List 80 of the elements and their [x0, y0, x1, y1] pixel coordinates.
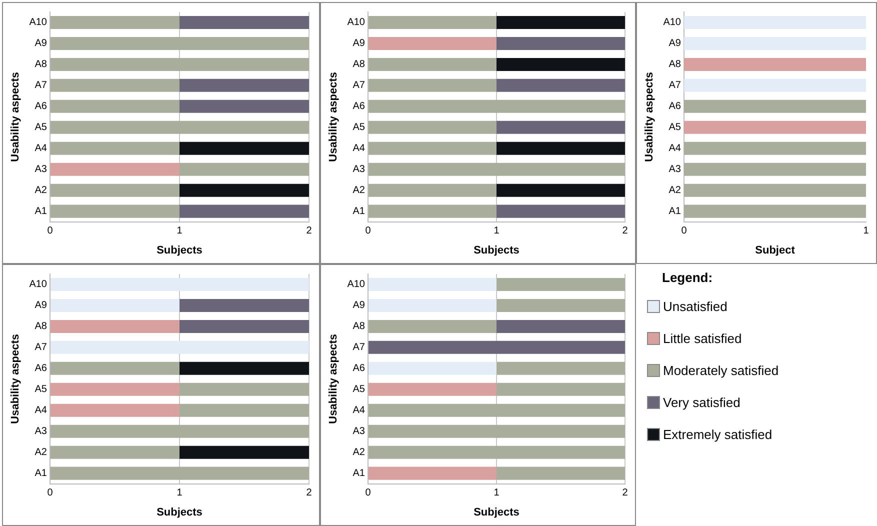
y-tick-label: A10 [29, 279, 48, 290]
y-tick-label: A1 [34, 468, 48, 480]
y-tick-label: A7 [352, 80, 366, 92]
x-tick-label: 0 [681, 226, 688, 237]
x-tick-label: 1 [494, 488, 500, 499]
x-axis-title: Subjects [156, 506, 202, 518]
y-tick-label: A2 [34, 185, 48, 196]
y-tick-label: A8 [34, 59, 48, 70]
y-tick-label: A4 [352, 143, 366, 154]
legend-label: Unsatisfied [663, 299, 728, 314]
y-tick-label: A9 [352, 300, 366, 312]
y-tick-label: A6 [34, 101, 48, 112]
y-tick-label: A8 [352, 59, 366, 70]
y-axis-title: Usability aspects [328, 72, 340, 162]
y-tick-label: A1 [352, 468, 366, 480]
y-tick-label: A7 [34, 342, 48, 354]
y-tick-label: A4 [668, 143, 682, 154]
y-tick-label: A3 [352, 426, 366, 438]
y-axis-title: Usability aspects [644, 72, 656, 162]
y-tick-label: A10 [347, 17, 366, 28]
x-tick-label: 1 [176, 488, 183, 499]
y-tick-label: A6 [352, 101, 366, 112]
y-tick-label: A2 [668, 185, 682, 196]
y-tick-label: A1 [352, 206, 366, 218]
x-tick-label: 0 [47, 488, 54, 499]
y-tick-label: A1 [668, 206, 682, 218]
y-tick-label: A4 [352, 405, 366, 416]
y-tick-label: A6 [352, 363, 366, 374]
x-tick-label: 0 [47, 226, 54, 237]
y-tick-label: A6 [668, 101, 682, 112]
y-axis-title: Usability aspects [328, 334, 340, 424]
legend-label: Moderately satisfied [663, 363, 779, 378]
y-tick-label: A3 [668, 164, 682, 176]
y-tick-label: A10 [663, 17, 682, 28]
legend-title: Legend: [662, 270, 714, 285]
y-tick-label: A10 [347, 279, 366, 290]
y-tick-label: A1 [34, 206, 48, 218]
y-tick-label: A5 [352, 384, 366, 396]
x-tick-label: 1 [494, 226, 500, 237]
y-tick-label: A10 [29, 17, 48, 28]
y-axis-title: Usability aspects [10, 72, 22, 162]
y-tick-label: A3 [34, 164, 48, 176]
x-tick-label: 1 [176, 226, 183, 237]
y-tick-label: A6 [34, 363, 48, 374]
y-tick-label: A8 [34, 321, 48, 332]
y-tick-label: A4 [34, 143, 48, 154]
x-tick-label: 2 [622, 226, 628, 237]
y-tick-label: A7 [34, 80, 48, 92]
y-tick-label: A5 [352, 122, 366, 134]
x-axis-title: Subject [755, 244, 796, 256]
x-axis-title: Subjects [156, 244, 202, 256]
legend-label: Little satisfied [663, 331, 742, 346]
y-tick-label: A5 [668, 122, 682, 134]
x-tick-label: 0 [365, 488, 372, 499]
x-axis-title: Subjects [474, 244, 520, 256]
x-tick-label: 0 [365, 226, 372, 237]
y-tick-label: A2 [34, 447, 48, 458]
x-tick-label: 2 [622, 488, 628, 499]
y-tick-label: A9 [34, 300, 48, 312]
y-tick-label: A2 [352, 447, 366, 458]
y-tick-label: A9 [668, 38, 682, 50]
y-tick-label: A9 [34, 38, 48, 50]
y-tick-label: A8 [352, 321, 366, 332]
y-axis-title: Usability aspects [10, 334, 22, 424]
legend-label: Extremely satisfied [663, 427, 772, 442]
x-tick-label: 1 [863, 226, 870, 237]
y-tick-label: A7 [352, 342, 366, 354]
legend-label: Very satisfied [663, 395, 740, 410]
y-tick-label: A3 [34, 426, 48, 438]
y-tick-label: A3 [352, 164, 366, 176]
x-tick-label: 2 [306, 488, 312, 499]
y-tick-label: A2 [352, 185, 366, 196]
y-tick-label: A9 [352, 38, 366, 50]
y-tick-label: A4 [34, 405, 48, 416]
x-axis-title: Subjects [474, 506, 520, 518]
y-tick-label: A5 [34, 122, 48, 134]
y-tick-label: A8 [668, 59, 682, 70]
x-tick-label: 2 [306, 226, 312, 237]
y-tick-label: A5 [34, 384, 48, 396]
y-tick-label: A7 [668, 80, 682, 92]
